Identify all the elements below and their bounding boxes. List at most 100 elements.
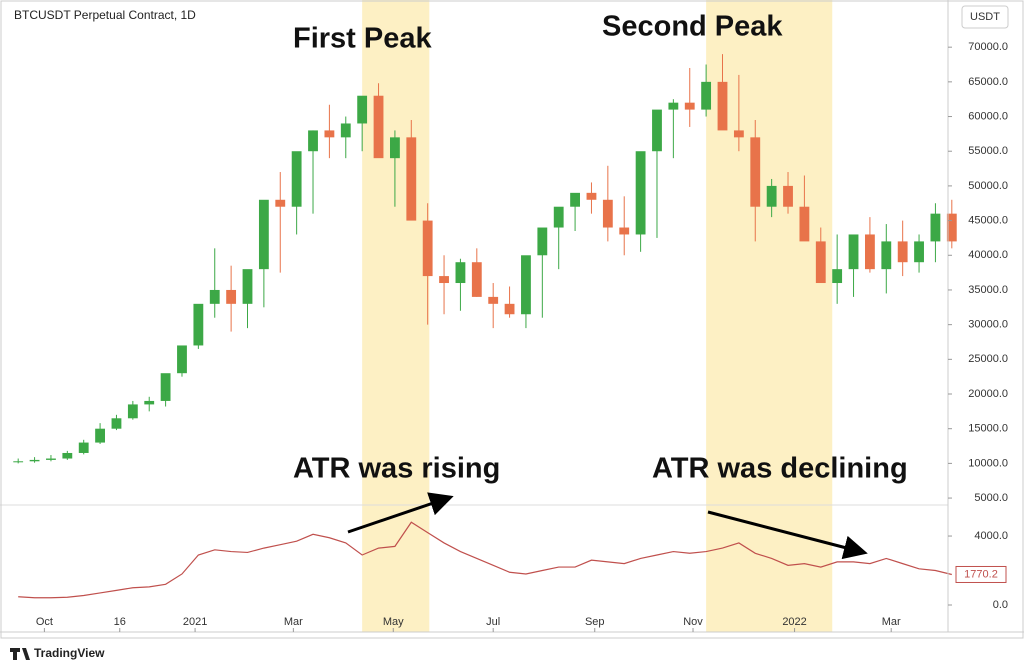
- candle-body: [439, 276, 449, 284]
- candle-body: [340, 123, 351, 138]
- candle-body: [521, 255, 531, 315]
- candle-body: [488, 296, 499, 304]
- candle-body: [127, 404, 138, 419]
- candle-body: [422, 220, 433, 277]
- candle-body: [291, 151, 302, 207]
- candle-body: [160, 373, 171, 401]
- highlight-band: [362, 0, 430, 632]
- candle-body: [29, 459, 40, 462]
- y-tick-label: 10000.0: [968, 457, 1008, 469]
- candle-body: [799, 206, 810, 242]
- candle-body: [586, 192, 597, 200]
- candle-body: [373, 95, 384, 159]
- candle-body: [946, 213, 957, 242]
- candle-body: [881, 241, 892, 270]
- candle-body: [930, 213, 941, 242]
- x-tick-label: Mar: [284, 616, 303, 628]
- candle-body: [504, 303, 515, 315]
- candle-body: [537, 227, 548, 256]
- arrow: [347, 492, 454, 534]
- y-tick-label: 30000.0: [968, 319, 1008, 331]
- candle-body: [553, 206, 564, 228]
- candle-body: [848, 234, 859, 270]
- symbol-title: BTCUSDT Perpetual Contract, 1D: [14, 8, 196, 22]
- candle-body: [308, 130, 318, 152]
- candle-body: [717, 81, 728, 131]
- brand: TradingView: [34, 646, 105, 660]
- x-tick-label: Nov: [683, 616, 703, 628]
- x-tick-label: 16: [114, 616, 126, 628]
- y-tick-label: 45000.0: [968, 214, 1008, 226]
- y-tick-label: 55000.0: [968, 145, 1008, 157]
- y-tick-label: 15000.0: [968, 423, 1008, 435]
- candle-body: [242, 269, 253, 304]
- candle-body: [602, 199, 613, 228]
- candle-body: [865, 234, 875, 270]
- annotation: Second Peak: [602, 11, 783, 43]
- annotation: First Peak: [293, 23, 432, 55]
- candle-body: [783, 185, 793, 207]
- candle-body: [733, 130, 744, 138]
- y-tick-label: 40000.0: [968, 249, 1008, 261]
- y-tick-label: 70000.0: [968, 41, 1008, 53]
- candle-body: [897, 241, 908, 263]
- x-tick-label: Mar: [882, 616, 901, 628]
- candle-body: [13, 461, 24, 463]
- candle-body: [406, 137, 417, 221]
- candle-body: [258, 199, 269, 270]
- candle-body: [95, 428, 105, 443]
- x-tick-label: 2022: [782, 616, 806, 628]
- candle-body: [390, 137, 400, 159]
- annotation: ATR was rising: [293, 453, 500, 485]
- candle-body: [275, 199, 286, 207]
- candle-body: [570, 192, 580, 207]
- x-tick-label: Sep: [585, 616, 605, 628]
- x-tick-label: Oct: [36, 616, 53, 628]
- atr-line: [18, 521, 952, 599]
- candle-body: [226, 289, 237, 304]
- candle-body: [914, 241, 924, 263]
- candle-body: [111, 418, 122, 429]
- currency-label[interactable]: USDT: [970, 11, 1000, 23]
- candle-body: [635, 151, 646, 235]
- candle-body: [144, 400, 155, 405]
- y-tick-label: 5000.0: [974, 492, 1008, 504]
- candle-body: [209, 289, 220, 304]
- candle-body: [652, 109, 662, 152]
- candle-body: [62, 452, 73, 459]
- y-tick-label: 50000.0: [968, 180, 1008, 192]
- plot-area: [13, 54, 957, 599]
- candle-body: [701, 81, 712, 110]
- candle-body: [619, 227, 630, 235]
- candle-body: [815, 241, 826, 284]
- y-tick-label: 35000.0: [968, 284, 1008, 296]
- candle-body: [668, 102, 679, 110]
- y-tick-label: 25000.0: [968, 353, 1008, 365]
- brand-logo: [10, 648, 30, 660]
- candle-body: [78, 442, 89, 453]
- candle-body: [455, 262, 466, 284]
- candle-body: [324, 130, 335, 138]
- candle-body: [193, 303, 204, 346]
- y2-tick-label: 0.0: [993, 599, 1008, 611]
- candle-body: [357, 95, 368, 124]
- x-tick-label: Jul: [486, 616, 500, 628]
- annotation: ATR was declining: [652, 453, 908, 485]
- candle-body: [750, 137, 761, 207]
- x-tick-label: 2021: [183, 616, 207, 628]
- arrow: [707, 510, 868, 560]
- y2-tick-label: 4000.0: [974, 530, 1008, 542]
- x-tick-label: May: [383, 616, 404, 628]
- last-value-label: 1770.2: [964, 568, 998, 580]
- candle-body: [832, 269, 843, 284]
- currency-button[interactable]: [961, 5, 1009, 29]
- candle-body: [177, 345, 187, 374]
- frame: [0, 0, 1024, 639]
- y-tick-label: 60000.0: [968, 110, 1008, 122]
- candle-body: [46, 458, 56, 460]
- candle-body: [471, 262, 482, 297]
- y-tick-label: 20000.0: [968, 388, 1008, 400]
- candle-body: [684, 102, 695, 110]
- candle-body: [766, 185, 777, 207]
